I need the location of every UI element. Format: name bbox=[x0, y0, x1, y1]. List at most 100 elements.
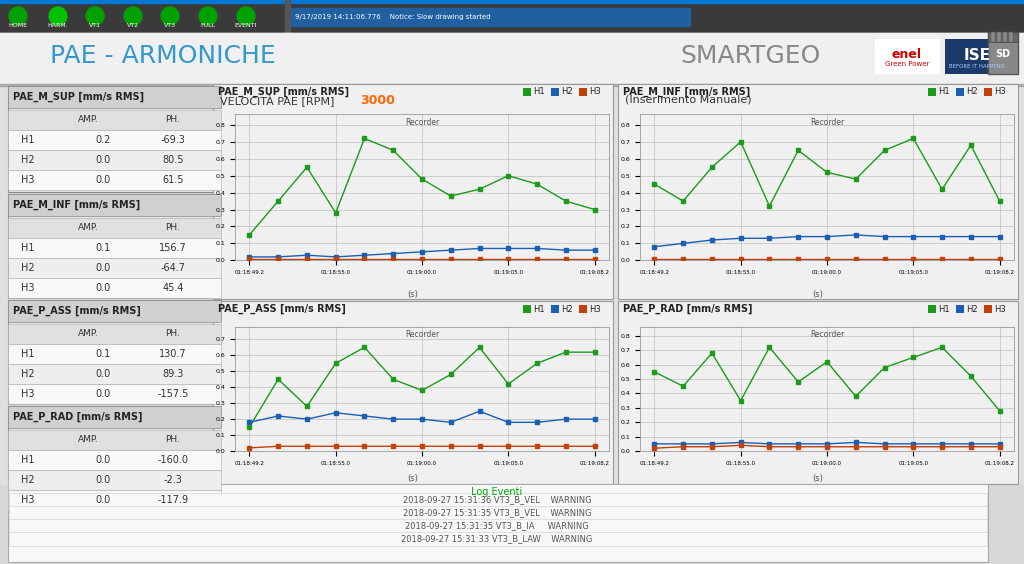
Text: 61.5: 61.5 bbox=[162, 175, 183, 185]
Bar bbox=[8, 86, 221, 192]
Bar bbox=[956, 305, 964, 313]
Bar bbox=[8, 406, 221, 484]
Text: AMP.: AMP. bbox=[78, 329, 98, 338]
Text: SMARTGEO: SMARTGEO bbox=[680, 44, 820, 68]
Text: (s): (s) bbox=[813, 289, 823, 298]
Bar bbox=[8, 194, 221, 216]
Bar bbox=[551, 305, 559, 313]
Bar bbox=[285, 0, 290, 33]
Bar bbox=[213, 301, 613, 484]
Bar bbox=[984, 88, 992, 96]
Bar bbox=[956, 88, 964, 96]
Text: PAE_P_RAD [mm/s RMS]: PAE_P_RAD [mm/s RMS] bbox=[623, 304, 753, 314]
Circle shape bbox=[161, 7, 179, 25]
Bar bbox=[997, 32, 1001, 42]
Text: -2.3: -2.3 bbox=[164, 475, 182, 485]
Text: H1: H1 bbox=[22, 349, 35, 359]
Text: SD: SD bbox=[995, 49, 1011, 59]
Text: (s): (s) bbox=[408, 474, 419, 483]
Text: AMP.: AMP. bbox=[78, 223, 98, 232]
Text: H3: H3 bbox=[22, 495, 35, 505]
Circle shape bbox=[9, 7, 27, 25]
Bar bbox=[8, 324, 221, 344]
Text: Recorder: Recorder bbox=[404, 118, 439, 127]
Bar bbox=[0, 84, 1024, 86]
Text: BEFORE IT HAPPENS: BEFORE IT HAPPENS bbox=[949, 64, 1005, 68]
Circle shape bbox=[199, 7, 217, 25]
Text: PH.: PH. bbox=[166, 435, 180, 444]
Text: ISE: ISE bbox=[964, 49, 990, 64]
Bar bbox=[290, 8, 690, 26]
Text: Recorder: Recorder bbox=[404, 331, 439, 340]
Text: 0.1: 0.1 bbox=[95, 349, 111, 359]
Bar bbox=[8, 470, 221, 490]
Text: Log Eventi: Log Eventi bbox=[471, 487, 522, 497]
Text: H1: H1 bbox=[22, 135, 35, 145]
Bar bbox=[8, 406, 221, 428]
Text: H2: H2 bbox=[22, 369, 35, 379]
Text: (Inserimento Manuale): (Inserimento Manuale) bbox=[625, 95, 752, 105]
Bar bbox=[8, 300, 221, 404]
Bar bbox=[8, 258, 221, 278]
Text: H2: H2 bbox=[561, 87, 572, 96]
Text: PH.: PH. bbox=[166, 329, 180, 338]
Text: 80.5: 80.5 bbox=[162, 155, 183, 165]
Text: H2: H2 bbox=[966, 305, 978, 314]
Bar bbox=[928, 305, 936, 313]
Text: PAE_P_ASS [mm/s RMS]: PAE_P_ASS [mm/s RMS] bbox=[13, 306, 141, 316]
Bar bbox=[0, 0, 1024, 33]
Bar bbox=[9, 519, 987, 533]
Text: 2018-09-27 15:31:33 VT3_B_LAW    WARNING: 2018-09-27 15:31:33 VT3_B_LAW WARNING bbox=[401, 535, 593, 544]
Text: -157.5: -157.5 bbox=[158, 389, 188, 399]
Text: PH.: PH. bbox=[166, 116, 180, 125]
Text: HOME: HOME bbox=[8, 23, 28, 28]
Text: 0.0: 0.0 bbox=[95, 455, 111, 465]
Text: 0.0: 0.0 bbox=[95, 495, 111, 505]
Text: VT1: VT1 bbox=[89, 23, 101, 28]
Bar bbox=[8, 300, 221, 322]
Text: 0.2: 0.2 bbox=[95, 135, 111, 145]
Text: VT3: VT3 bbox=[164, 23, 176, 28]
Text: H1: H1 bbox=[22, 243, 35, 253]
Text: -64.7: -64.7 bbox=[161, 263, 185, 273]
Text: Recorder: Recorder bbox=[810, 118, 844, 127]
Text: 0.0: 0.0 bbox=[95, 475, 111, 485]
Text: H1: H1 bbox=[938, 87, 949, 96]
Bar bbox=[8, 278, 221, 298]
Text: H2: H2 bbox=[22, 263, 35, 273]
Bar bbox=[8, 194, 221, 298]
Text: VELOCITÀ PAE [RPM]: VELOCITÀ PAE [RPM] bbox=[220, 94, 335, 106]
Text: enel: enel bbox=[892, 47, 922, 60]
Text: 3000: 3000 bbox=[360, 94, 395, 107]
Text: PAE_M_INF [mm/s RMS]: PAE_M_INF [mm/s RMS] bbox=[13, 200, 140, 210]
Text: 0.0: 0.0 bbox=[95, 283, 111, 293]
Bar bbox=[8, 130, 221, 150]
Text: 156.7: 156.7 bbox=[159, 243, 186, 253]
Text: (s): (s) bbox=[813, 474, 823, 483]
Text: -160.0: -160.0 bbox=[158, 455, 188, 465]
Text: -117.9: -117.9 bbox=[158, 495, 188, 505]
Text: 45.4: 45.4 bbox=[162, 283, 183, 293]
Text: PH.: PH. bbox=[166, 223, 180, 232]
Bar bbox=[8, 170, 221, 190]
Circle shape bbox=[86, 7, 104, 25]
Bar bbox=[8, 364, 221, 384]
Text: H3: H3 bbox=[589, 87, 601, 96]
Bar bbox=[0, 33, 1024, 484]
Text: AMP.: AMP. bbox=[78, 116, 98, 125]
Bar bbox=[8, 238, 221, 258]
Bar bbox=[213, 86, 613, 114]
Bar bbox=[213, 84, 613, 299]
Bar bbox=[991, 32, 995, 42]
Bar bbox=[579, 88, 587, 96]
Bar bbox=[9, 493, 987, 507]
Text: EVENTI: EVENTI bbox=[234, 23, 257, 28]
Text: Recorder: Recorder bbox=[810, 331, 844, 340]
Bar bbox=[9, 506, 987, 520]
Text: H2: H2 bbox=[22, 155, 35, 165]
Bar bbox=[523, 305, 531, 313]
Text: PAE_P_ASS [mm/s RMS]: PAE_P_ASS [mm/s RMS] bbox=[218, 304, 346, 314]
Bar bbox=[8, 344, 221, 364]
Text: 130.7: 130.7 bbox=[159, 349, 186, 359]
Text: 0.0: 0.0 bbox=[95, 389, 111, 399]
